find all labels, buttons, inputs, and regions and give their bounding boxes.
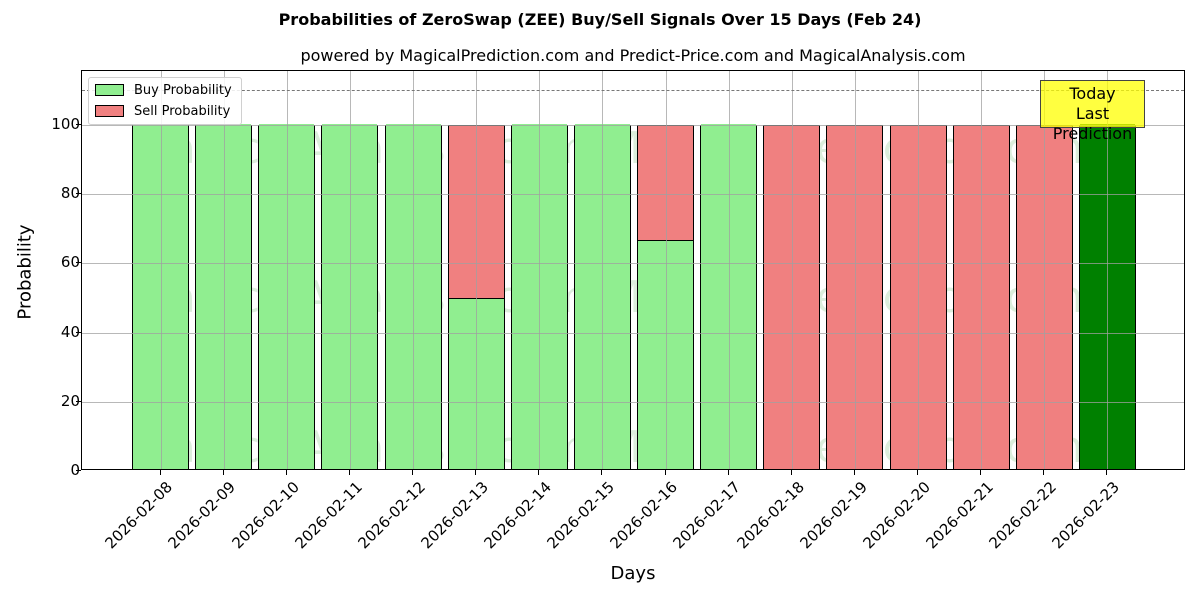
x-tick-mark [1106, 470, 1108, 475]
gridline-vertical [1044, 71, 1046, 469]
x-tick-label: 2026-02-18 [733, 478, 808, 553]
reference-line [82, 90, 1184, 92]
legend-label-buy: Buy Probability [134, 82, 232, 98]
last-prediction-label: Last Prediction [1052, 104, 1133, 143]
gridline-vertical [602, 71, 604, 469]
y-tick-mark [76, 262, 81, 264]
x-tick-mark [348, 470, 350, 475]
y-tick-label: 0 [70, 461, 80, 479]
gridline-horizontal [82, 194, 1184, 196]
x-tick-label: 2026-02-08 [101, 478, 177, 553]
x-tick-label: 2026-02-10 [228, 478, 303, 553]
y-tick-mark [76, 193, 81, 195]
y-tick-label: 40 [60, 322, 80, 341]
legend: Buy Probability Sell Probability [88, 77, 242, 125]
x-tick-label: 2026-02-12 [354, 478, 429, 553]
gridline-vertical [539, 71, 541, 469]
legend-label-sell: Sell Probability [134, 103, 231, 119]
today-label: Today [1069, 84, 1116, 103]
gridline-horizontal [82, 332, 1184, 334]
gridline-vertical [791, 71, 793, 469]
gridline-vertical [223, 71, 225, 469]
y-tick-label: 20 [60, 391, 80, 410]
x-axis-label: Days [610, 563, 656, 584]
gridline-vertical [854, 71, 856, 469]
buy-swatch-icon [95, 84, 124, 96]
x-tick-mark [475, 470, 477, 475]
x-tick-label: 2026-02-23 [1048, 478, 1124, 553]
y-tick-mark [76, 331, 81, 333]
x-tick-mark [1043, 470, 1045, 475]
x-tick-label: 2026-02-17 [670, 478, 745, 553]
gridline-vertical [1107, 71, 1109, 469]
x-tick-mark [412, 470, 414, 475]
y-tick-label: 100 [51, 114, 80, 133]
y-axis-label: Probability [14, 224, 36, 320]
y-tick-mark [76, 400, 81, 402]
x-tick-label: 2026-02-14 [480, 478, 556, 553]
gridline-vertical [160, 71, 162, 469]
gridline-vertical [981, 71, 983, 469]
x-tick-label: 2026-02-20 [859, 478, 934, 553]
x-tick-mark [285, 470, 287, 475]
gridline-vertical [665, 71, 667, 469]
x-tick-mark [917, 470, 919, 475]
gridline-vertical [476, 71, 478, 469]
gridline-vertical [349, 71, 351, 469]
x-tick-label: 2026-02-11 [291, 478, 366, 553]
x-tick-mark [159, 470, 161, 475]
legend-item-sell: Sell Probability [95, 102, 230, 120]
x-tick-mark [601, 470, 603, 475]
x-tick-label: 2026-02-15 [543, 478, 619, 553]
sell-swatch-icon [95, 105, 124, 117]
x-tick-mark [538, 470, 540, 475]
x-tick-mark [790, 470, 792, 475]
x-tick-mark [664, 470, 666, 475]
gridline-vertical [918, 71, 920, 469]
gridline-horizontal [82, 263, 1184, 265]
x-tick-mark [853, 470, 855, 475]
y-tick-mark [76, 470, 81, 471]
x-tick-label: 2026-02-21 [922, 478, 997, 553]
gridline-vertical [286, 71, 288, 469]
x-tick-mark [980, 470, 982, 475]
gridline-horizontal [82, 401, 1184, 403]
y-tick-label: 80 [60, 184, 80, 203]
y-tick-label: 60 [60, 253, 80, 272]
x-tick-label: 2026-02-09 [164, 478, 240, 553]
gridline-vertical [728, 71, 730, 469]
x-tick-mark [727, 470, 729, 475]
today-annotation: Today Last Prediction [1040, 80, 1145, 143]
x-tick-mark [222, 470, 224, 475]
legend-item-buy: Buy Probability [95, 81, 232, 99]
chart-title: Probabilities of ZeroSwap (ZEE) Buy/Sell… [278, 10, 922, 29]
gridline-horizontal [82, 124, 1184, 126]
y-tick-mark [76, 123, 81, 125]
plot-area: MagicalAnalysis.comMagicalPrediction.com… [81, 70, 1185, 470]
x-tick-label: 2026-02-22 [985, 478, 1061, 553]
gridline-vertical [413, 71, 415, 469]
x-tick-label: 2026-02-13 [417, 478, 492, 553]
chart-subtitle: powered by MagicalPrediction.com and Pre… [300, 46, 966, 65]
x-tick-label: 2026-02-19 [796, 478, 871, 553]
